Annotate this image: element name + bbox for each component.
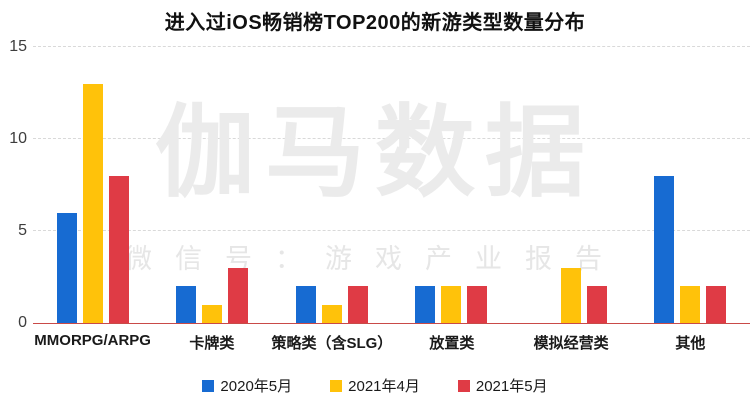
plot-area (33, 46, 750, 324)
gridline-15 (33, 46, 750, 47)
legend-swatch-icon (330, 379, 343, 392)
bar (467, 286, 488, 323)
bar (680, 286, 701, 323)
legend: 2020年5月 2021年4月 2021年5月 (0, 375, 750, 396)
x-axis-label-6: 其他 (675, 335, 706, 352)
legend-swatch-icon (202, 379, 215, 392)
x-axis-labels: MMORPG/ARPG 卡牌类 策略类（含SLG） 放置类 模拟经营类 其他 (33, 332, 750, 353)
legend-item-1: 2020年5月 (202, 375, 292, 396)
bar (560, 267, 581, 323)
bar (586, 286, 607, 323)
bar-group-3 (272, 47, 392, 323)
x-axis-label-3: 策略类（含SLG） (271, 335, 393, 352)
bar (321, 304, 342, 323)
bar-group-1 (33, 47, 153, 323)
y-tick-label-5: 5 (18, 222, 27, 239)
bar (56, 212, 77, 323)
y-axis: 0 5 10 15 (0, 39, 27, 331)
bar (82, 83, 103, 323)
bar-groups (33, 47, 750, 323)
bar (654, 175, 675, 323)
bar (441, 286, 462, 323)
chart-title: 进入过iOS畅销榜TOP200的新游类型数量分布 (164, 12, 586, 34)
bar (347, 286, 368, 323)
bar (176, 286, 197, 323)
legend-label: 2021年4月 (348, 378, 420, 395)
bar (202, 304, 223, 323)
gridline-5 (33, 230, 750, 231)
x-axis-label-2: 卡牌类 (189, 335, 235, 352)
bar (228, 267, 249, 323)
x-axis-line (33, 323, 750, 324)
bar-group-4 (392, 47, 512, 323)
bar (415, 286, 436, 323)
bar-group-2 (153, 47, 273, 323)
gridline-10 (33, 138, 750, 139)
bar (706, 286, 727, 323)
legend-item-3: 2021年5月 (457, 375, 548, 396)
legend-label: 2021年5月 (475, 378, 548, 395)
legend-swatch-icon (457, 379, 470, 392)
y-tick-label-15: 15 (9, 38, 27, 55)
legend-item-2: 2021年4月 (330, 375, 420, 396)
bar-group-5 (511, 47, 631, 323)
bar (295, 286, 316, 323)
x-axis-label-1: MMORPG/ARPG (34, 332, 151, 349)
y-tick-label-10: 10 (9, 130, 27, 147)
legend-label: 2020年5月 (220, 378, 293, 395)
x-axis-label-4: 放置类 (429, 335, 475, 352)
y-tick-label-0: 0 (18, 314, 27, 331)
bar-group-6 (631, 47, 750, 323)
bar (108, 175, 129, 323)
x-axis-label-5: 模拟经营类 (533, 335, 609, 352)
